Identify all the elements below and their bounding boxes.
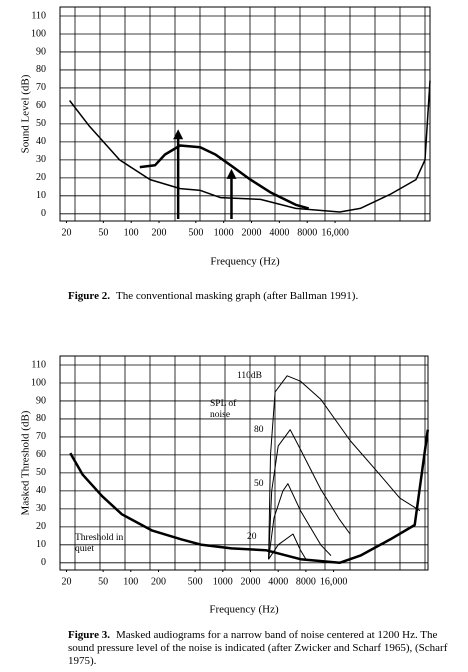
x-axis-title: Frequency (Hz) [210, 256, 280, 268]
curve [268, 483, 332, 560]
x-tick-label: 500 [188, 227, 203, 238]
annotation: 110dB [237, 371, 262, 381]
y-tick-label: 70 [36, 82, 46, 93]
x-tick-label: 100 [123, 576, 138, 587]
y-tick-label: 100 [31, 377, 46, 388]
y-tick-label: 20 [36, 521, 46, 532]
x-tick-label: 8000 [297, 227, 317, 238]
caption-label: Figure 2. [68, 290, 110, 302]
caption-label: Figure 3. [68, 629, 110, 641]
y-tick-label: 30 [36, 503, 46, 514]
caption-3: Figure 3. Masked audiograms for a narrow … [68, 629, 463, 668]
y-tick-label: 110 [31, 359, 46, 370]
y-axis-title: Sound Level (dB) [20, 74, 32, 153]
x-axis-title: Frequency (Hz) [209, 604, 279, 616]
curve [69, 429, 430, 565]
curve [268, 429, 351, 560]
caption-text: The conventional masking graph (after Ba… [115, 290, 359, 302]
y-tick-label: 50 [36, 118, 46, 129]
plot-frame [59, 6, 431, 222]
curve [139, 144, 310, 210]
annotation: 50 [254, 479, 264, 489]
y-tick-label: 90 [36, 46, 46, 57]
masker-arrowhead [226, 168, 237, 179]
curve [69, 80, 431, 213]
annotation: 20 [247, 532, 257, 542]
y-tick-label: 60 [36, 100, 46, 111]
y-tick-label: 60 [36, 449, 46, 460]
caption-text: Masked audiograms for a narrow band of n… [68, 629, 448, 667]
y-tick-label: 70 [36, 431, 46, 442]
curve [268, 533, 307, 560]
y-tick-label: 0 [41, 557, 46, 568]
x-tick-label: 1000 [213, 576, 233, 587]
x-tick-label: 4000 [268, 576, 288, 587]
x-tick-label: 200 [152, 227, 167, 238]
masker-arrowhead [173, 129, 184, 140]
annotation: SPL of [210, 398, 237, 409]
x-tick-label: 16,000 [320, 576, 348, 587]
y-tick-label: 100 [31, 28, 46, 39]
y-tick-label: 80 [36, 413, 46, 424]
x-tick-label: 20 [61, 576, 71, 587]
y-tick-label: 40 [36, 485, 46, 496]
y-tick-label: 10 [36, 539, 46, 550]
x-tick-label: 50 [98, 227, 108, 238]
y-tick-label: 0 [41, 208, 46, 219]
x-tick-label: 50 [98, 576, 108, 587]
chart: 0 10 20 30 40 50 60 70 80 90 100 110 20 50 100 200 500 10… [20, 355, 430, 616]
x-tick-label: 1000 [214, 227, 234, 238]
x-tick-label: 200 [151, 576, 166, 587]
annotation: Threshold in [75, 533, 124, 543]
plot-frame [59, 355, 429, 571]
x-tick-label: 4000 [269, 227, 289, 238]
annotation: quiet [75, 544, 94, 554]
x-tick-label: 20 [62, 227, 72, 238]
chart: 0 10 20 30 40 50 60 70 80 90 100 110 20 50 100 200 500 10… [20, 6, 431, 268]
x-tick-label: 8000 [296, 576, 316, 587]
x-tick-label: 100 [124, 227, 139, 238]
y-tick-label: 20 [36, 172, 46, 183]
caption-2: Figure 2. The conventional masking graph … [68, 290, 463, 303]
y-tick-label: 10 [36, 190, 46, 201]
x-tick-label: 16,000 [321, 227, 349, 238]
annotation: noise [210, 410, 230, 420]
x-tick-label: 500 [188, 576, 203, 587]
y-tick-label: 80 [36, 64, 46, 75]
curve [268, 375, 421, 560]
y-tick-label: 90 [36, 395, 46, 406]
y-tick-label: 110 [31, 10, 46, 21]
x-tick-label: 2000 [242, 227, 262, 238]
y-tick-label: 30 [36, 154, 46, 165]
y-tick-label: 40 [36, 136, 46, 147]
x-tick-label: 2000 [240, 576, 260, 587]
annotation: 80 [254, 425, 264, 435]
y-tick-label: 50 [36, 467, 46, 478]
y-axis-title: Masked Threshold (dB) [20, 410, 32, 515]
